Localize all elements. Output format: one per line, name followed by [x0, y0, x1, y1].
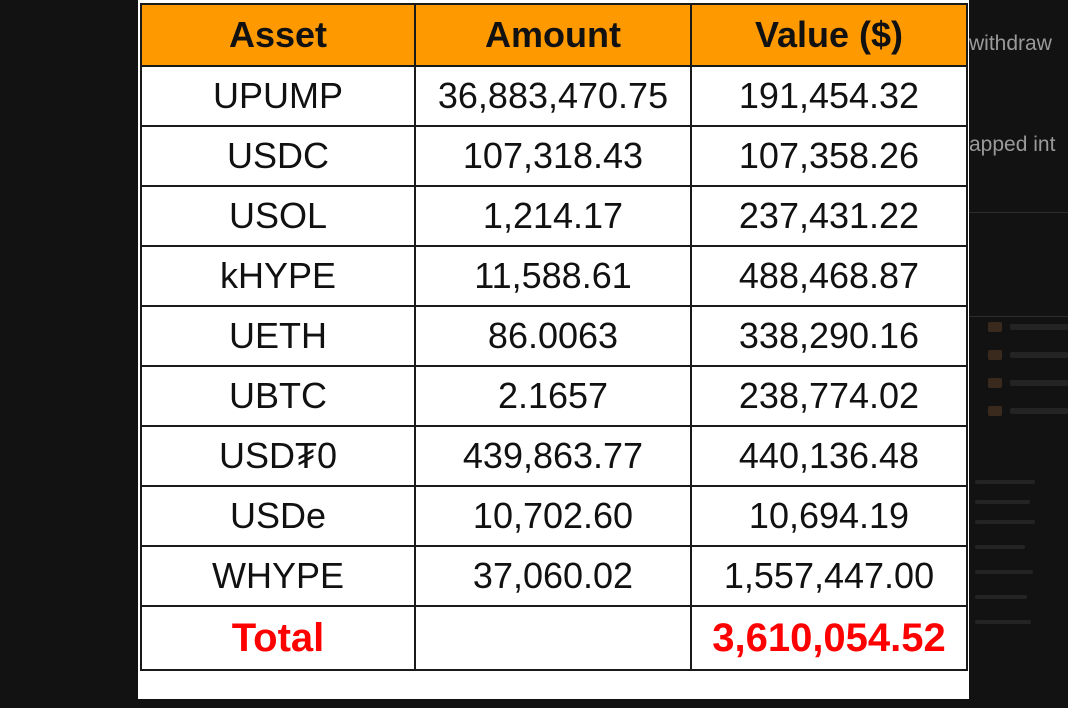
table-row: UETH 86.0063 338,290.16 — [140, 305, 968, 367]
cell-amount: 86.0063 — [414, 305, 692, 367]
table-row: UPUMP 36,883,470.75 191,454.32 — [140, 65, 968, 127]
background-placeholder — [975, 545, 1025, 549]
cell-amount: 36,883,470.75 — [414, 65, 692, 127]
header-asset: Asset — [140, 3, 416, 67]
cell-amount: 37,060.02 — [414, 545, 692, 607]
background-placeholder — [1010, 352, 1068, 358]
background-thumbnail — [988, 322, 1002, 332]
background-thumbnail — [988, 378, 1002, 388]
table-row: UBTC 2.1657 238,774.02 — [140, 365, 968, 427]
cell-value: 238,774.02 — [690, 365, 968, 427]
total-amount — [414, 605, 692, 671]
cell-asset: UBTC — [140, 365, 416, 427]
cell-amount: 439,863.77 — [414, 425, 692, 487]
background-placeholder — [975, 620, 1031, 624]
header-amount: Amount — [414, 3, 692, 67]
cell-asset: USOL — [140, 185, 416, 247]
cell-asset: USD₮0 — [140, 425, 416, 487]
total-value: 3,610,054.52 — [690, 605, 968, 671]
table-total-row: Total 3,610,054.52 — [140, 605, 968, 671]
cell-value: 1,557,447.00 — [690, 545, 968, 607]
cell-value: 440,136.48 — [690, 425, 968, 487]
cell-value: 191,454.32 — [690, 65, 968, 127]
background-placeholder — [975, 595, 1027, 599]
cell-amount: 2.1657 — [414, 365, 692, 427]
cell-asset: USDC — [140, 125, 416, 187]
table-row: USOL 1,214.17 237,431.22 — [140, 185, 968, 247]
table-row: USD₮0 439,863.77 440,136.48 — [140, 425, 968, 487]
background-text-fragment: apped int — [969, 133, 1056, 156]
cell-asset: USDe — [140, 485, 416, 547]
cell-amount: 1,214.17 — [414, 185, 692, 247]
cell-asset: UPUMP — [140, 65, 416, 127]
cell-value: 338,290.16 — [690, 305, 968, 367]
cell-value: 488,468.87 — [690, 245, 968, 307]
total-label: Total — [140, 605, 416, 671]
background-placeholder — [975, 500, 1030, 504]
table-row: USDe 10,702.60 10,694.19 — [140, 485, 968, 547]
header-value: Value ($) — [690, 3, 968, 67]
cell-asset: UETH — [140, 305, 416, 367]
background-divider — [969, 316, 1068, 317]
cell-amount: 10,702.60 — [414, 485, 692, 547]
background-divider — [969, 212, 1068, 213]
table-header-row: Asset Amount Value ($) — [140, 3, 968, 67]
table-row: USDC 107,318.43 107,358.26 — [140, 125, 968, 187]
asset-table: Asset Amount Value ($) UPUMP 36,883,470.… — [140, 3, 968, 671]
background-placeholder — [975, 570, 1033, 574]
cell-value: 107,358.26 — [690, 125, 968, 187]
background-placeholder — [1010, 324, 1068, 330]
table-row: kHYPE 11,588.61 488,468.87 — [140, 245, 968, 307]
cell-asset: kHYPE — [140, 245, 416, 307]
background-placeholder — [975, 480, 1035, 484]
background-placeholder — [975, 520, 1035, 524]
cell-amount: 11,588.61 — [414, 245, 692, 307]
background-placeholder — [1010, 380, 1068, 386]
table-row: WHYPE 37,060.02 1,557,447.00 — [140, 545, 968, 607]
background-placeholder — [1010, 408, 1068, 414]
asset-table-image: Asset Amount Value ($) UPUMP 36,883,470.… — [138, 0, 969, 699]
cell-amount: 107,318.43 — [414, 125, 692, 187]
cell-value: 10,694.19 — [690, 485, 968, 547]
cell-value: 237,431.22 — [690, 185, 968, 247]
background-thumbnail — [988, 350, 1002, 360]
background-thumbnail — [988, 406, 1002, 416]
cell-asset: WHYPE — [140, 545, 416, 607]
background-text-fragment: withdraw — [969, 32, 1052, 55]
